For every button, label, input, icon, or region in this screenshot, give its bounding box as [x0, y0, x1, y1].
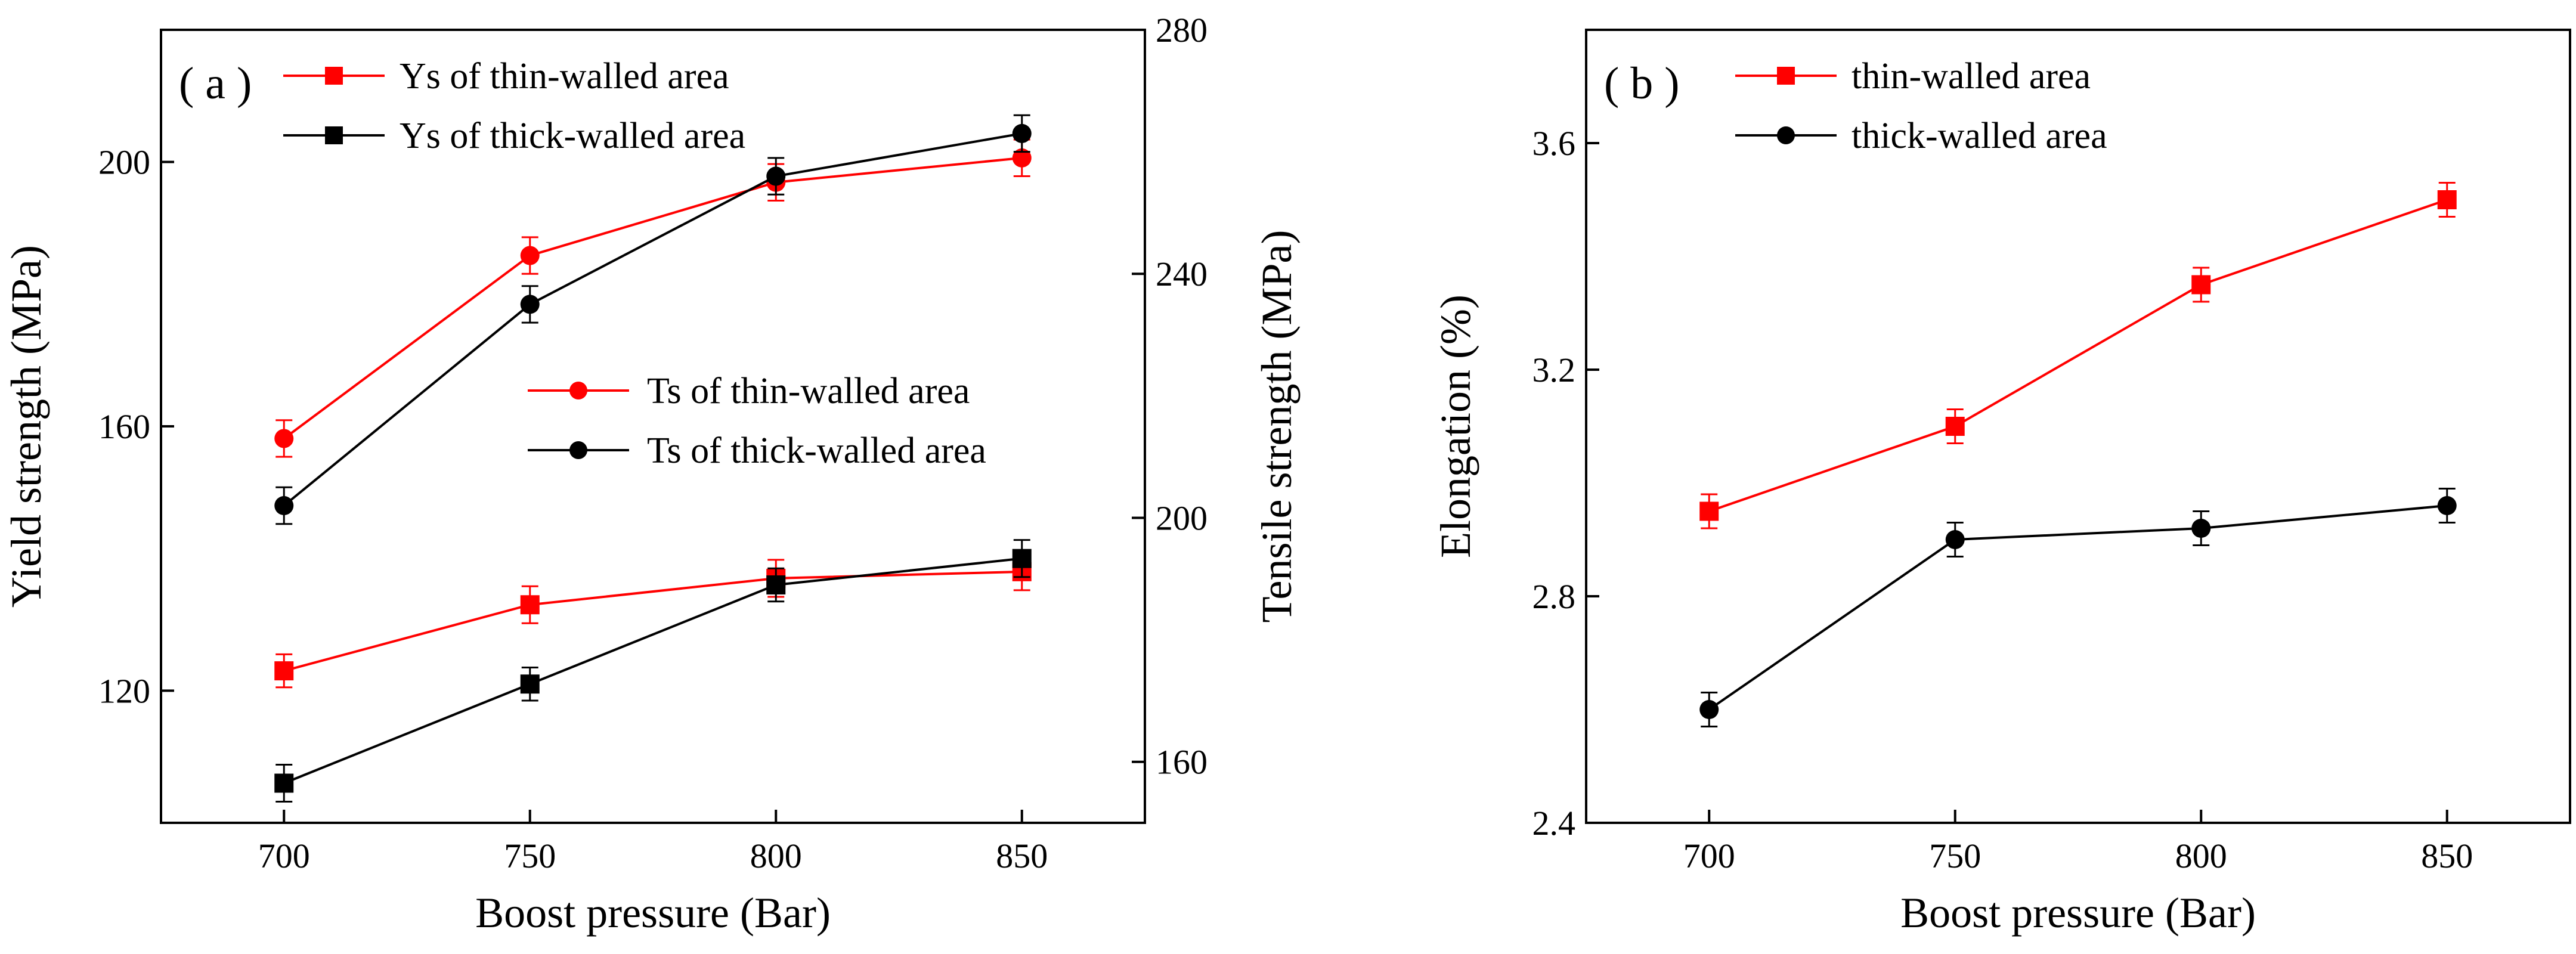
data-point-thin-walled-area	[2191, 275, 2211, 295]
panel-a-right-y-tick-label: 240	[1156, 255, 1208, 293]
legend-ts-thick-label: Ts of thick-walled area	[647, 430, 986, 471]
legend-ys-thick-label: Ys of thick-walled area	[400, 116, 745, 156]
series-line-ts-of-thin-walled-area	[283, 156, 1022, 440]
panel-b-x-axis-title: Boost pressure (Bar)	[1900, 889, 2256, 937]
panel-a-left-y-tick-label: 200	[98, 143, 150, 182]
panel-b-y-tick-label: 2.4	[1532, 804, 1576, 843]
panel-a-right-y-tick-label: 160	[1156, 743, 1208, 782]
legend-b-thin-label: thin-walled area	[1852, 56, 2091, 97]
data-point-thin-walled-area	[1945, 417, 1965, 436]
panel-b-y-axis-title: Elongation (%)	[1432, 295, 1479, 558]
panel-a-label: ( a )	[179, 58, 252, 109]
panel-a-legend-ts: Ts of thin-walled area Ts of thick-walle…	[528, 371, 986, 471]
panel-a-ticks: 700 750 800 850 120 160 200 160 200 240 280	[98, 11, 1208, 875]
data-point-ts-of-thick-walled-area	[1012, 123, 1032, 143]
data-point-thin-walled-area	[2437, 190, 2457, 209]
series-line-thin-walled-area	[1708, 199, 2448, 513]
data-point-ys-of-thick-walled-area	[766, 575, 786, 594]
panel-b-label: ( b )	[1604, 58, 1680, 109]
data-point-ts-of-thick-walled-area	[274, 496, 294, 515]
panel-b-x-tick-label: 750	[1929, 837, 1981, 875]
data-point-ys-of-thin-walled-area	[520, 595, 540, 615]
data-point-ts-of-thick-walled-area	[520, 295, 540, 314]
panel-b-frame	[1585, 29, 2571, 824]
legend-ys-thin-label: Ys of thin-walled area	[400, 56, 729, 97]
legend-ts-thick-marker	[569, 441, 587, 459]
legend-ys-thin-marker	[325, 67, 343, 85]
data-point-thick-walled-area	[1945, 530, 1965, 549]
panel-a-right-y-tick-label: 200	[1156, 498, 1208, 537]
panel-a-left-y-tick-label: 120	[98, 671, 150, 710]
series-line-ys-of-thick-walled-area	[283, 557, 1022, 785]
panel-a-legend-ys: Ys of thin-walled area Ys of thick-walle…	[283, 56, 745, 156]
panel-a-x-axis-title: Boost pressure (Bar)	[475, 889, 831, 937]
legend-ts-thin-marker	[569, 382, 587, 399]
panel-b-legend: thin-walled area thick-walled area	[1735, 56, 2107, 156]
legend-ts-thin-label: Ts of thin-walled area	[647, 371, 970, 411]
panel-b-x-tick-label: 700	[1683, 837, 1735, 875]
data-point-ys-of-thick-walled-area	[274, 773, 294, 793]
panel-b-y-tick-label: 2.8	[1532, 577, 1576, 616]
legend-ys-thick-marker	[325, 126, 343, 144]
panel-b-marks	[1699, 182, 2457, 727]
panel-b-x-tick-label: 850	[2421, 837, 2473, 875]
data-point-thick-walled-area	[2437, 496, 2457, 515]
panel-a-x-tick-label: 800	[750, 837, 802, 875]
data-point-ys-of-thin-walled-area	[274, 661, 294, 681]
series-line-ts-of-thick-walled-area	[283, 132, 1023, 507]
panel-a-marks	[274, 114, 1032, 803]
data-point-ts-of-thick-walled-area	[766, 166, 786, 186]
panel-a-left-axis-title: Yield strength (MPa)	[2, 245, 50, 608]
legend-b-thick-marker	[1777, 126, 1795, 144]
legend-b-thick-label: thick-walled area	[1852, 116, 2107, 156]
data-point-ys-of-thick-walled-area	[520, 674, 540, 694]
data-point-thick-walled-area	[1699, 700, 1719, 719]
panel-a-right-y-tick-label: 280	[1156, 11, 1208, 49]
panel-a-x-tick-label: 700	[258, 837, 310, 875]
series-line-thick-walled-area	[1708, 504, 2447, 711]
panel-a-x-tick-label: 750	[504, 837, 556, 875]
data-point-ts-of-thin-walled-area	[520, 246, 540, 265]
panel-b-ticks: 700 750 800 850 2.4 2.8 3.2 3.6	[1532, 124, 2473, 875]
panel-b-y-tick-label: 3.2	[1532, 351, 1576, 389]
series-line-ys-of-thin-walled-area	[283, 570, 1022, 673]
data-point-ts-of-thin-walled-area	[1012, 148, 1032, 168]
data-point-thin-walled-area	[1699, 501, 1719, 521]
legend-b-thin-marker	[1777, 67, 1795, 85]
data-point-ys-of-thick-walled-area	[1012, 549, 1032, 568]
panel-b-x-tick-label: 800	[2175, 837, 2227, 875]
panel-b-y-tick-label: 3.6	[1532, 124, 1576, 163]
panel-a-right-axis-title: Tensile strength (MPa)	[1253, 230, 1301, 623]
data-point-ts-of-thin-walled-area	[274, 429, 294, 448]
data-point-thick-walled-area	[2191, 519, 2211, 538]
panel-a-x-tick-label: 850	[996, 837, 1048, 875]
panel-a-left-y-tick-label: 160	[98, 407, 150, 446]
panel-b: 700 750 800 850 2.4 2.8 3.2 3.6 ( b ) thin-wall…	[1432, 29, 2571, 937]
